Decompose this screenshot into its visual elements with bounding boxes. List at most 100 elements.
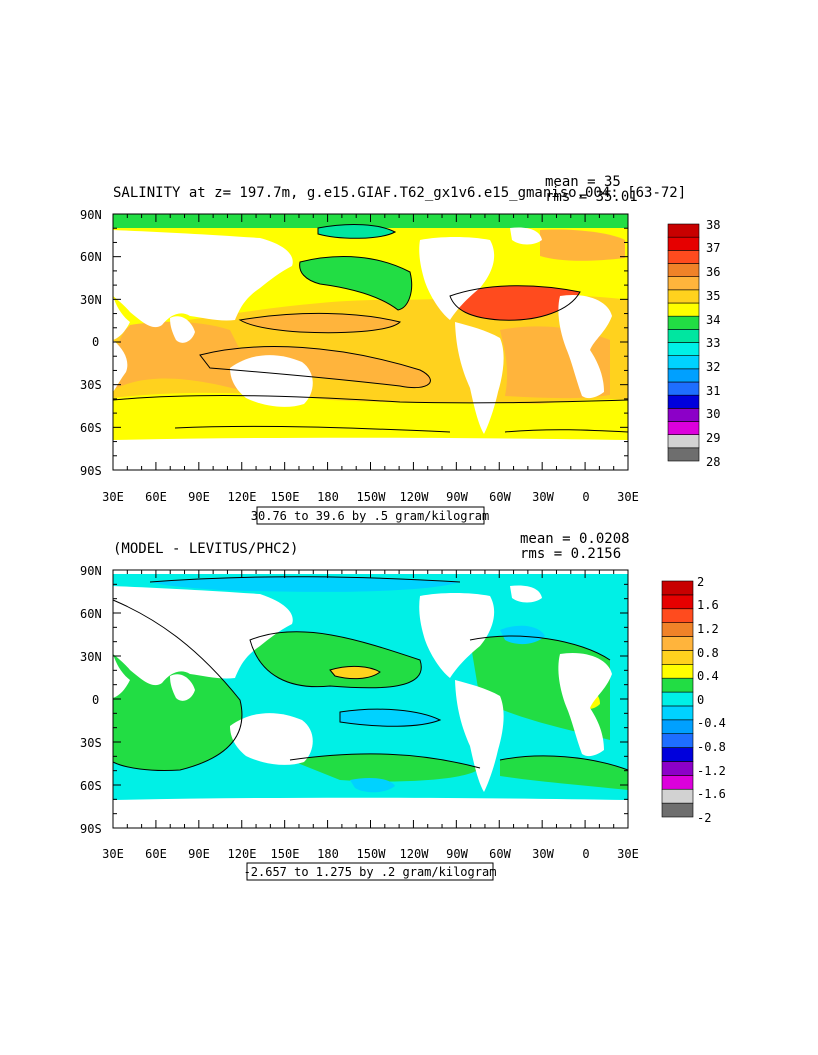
field-36-indian	[113, 321, 270, 400]
lon-label: 120E	[228, 490, 257, 504]
legend-label: 2	[697, 575, 704, 589]
salinity-range-box	[256, 506, 485, 525]
land-greenland	[510, 227, 542, 245]
legend-label: 1.2	[697, 622, 719, 636]
lon-label: 30E	[617, 847, 639, 861]
land-eurasia	[113, 230, 293, 328]
lon-label: 150W	[357, 847, 387, 861]
legend-label: 35	[706, 289, 720, 303]
lon-label: 60W	[489, 490, 511, 504]
lon-label: 30E	[617, 490, 639, 504]
lon-label: 30W	[532, 847, 554, 861]
legend-label: 0	[697, 693, 704, 707]
legend-swatch	[667, 421, 700, 435]
legend-swatch	[661, 663, 694, 679]
legend-label: 38	[706, 218, 720, 232]
legend-label: 31	[706, 384, 720, 398]
lon-label: 120W	[400, 490, 430, 504]
lon-label: 0	[582, 490, 589, 504]
legend-label: 37	[706, 241, 720, 255]
legend-swatch	[661, 608, 694, 623]
legend-swatch	[667, 223, 700, 238]
legend-swatch	[661, 691, 694, 707]
salinity-mean: mean = 35	[545, 174, 621, 190]
lon-label: 30W	[532, 490, 554, 504]
legend-swatch	[667, 447, 700, 462]
difference-mean: mean = 0.0208	[520, 531, 630, 547]
salinity-legend-labels: 38 37 36 35 34 33 32 31 30 29 28	[706, 218, 720, 469]
difference-legend-labels: 2 1.6 1.2 0.8 0.4 0 -0.4 -0.8 -1.2 -1.6 …	[697, 575, 726, 825]
lat-label: 90S	[80, 822, 102, 836]
legend-swatch	[661, 719, 694, 735]
salinity-legend	[667, 223, 700, 462]
land-africa-east	[113, 340, 128, 392]
legend-label: 28	[706, 455, 720, 469]
legend-swatch	[661, 733, 694, 748]
legend-swatch	[667, 368, 700, 383]
difference-lat-labels: 90N 60N 30N 0 30S 60S 90S	[80, 564, 102, 836]
legend-swatch	[667, 315, 700, 330]
legend-swatch	[667, 263, 700, 277]
legend-label: 0.4	[697, 669, 719, 683]
contour-lines	[112, 224, 629, 433]
difference-lon-labels: 30E 60E 90E 120E 150E 180 150W 120W 90W …	[102, 847, 639, 861]
legend-swatch	[661, 761, 694, 776]
legend-label: -1.2	[697, 764, 726, 778]
lon-label: 180	[317, 490, 339, 504]
land-antarctica	[113, 437, 628, 470]
legend-swatch	[661, 636, 694, 651]
lon-label: 60W	[489, 847, 511, 861]
salinity-lat-labels: 90N 60N 30N 0 30S 60S 90S	[80, 208, 102, 478]
lat-label: 30S	[80, 736, 102, 750]
difference-title: (MODEL - LEVITUS/PHC2)	[113, 541, 298, 557]
lon-label: 150E	[271, 847, 300, 861]
difference-axis-ticks	[112, 569, 629, 829]
diff-contour-lines	[112, 576, 629, 771]
legend-swatch	[661, 747, 694, 762]
legend-label: 1.6	[697, 598, 719, 612]
legend-swatch	[667, 276, 700, 291]
lat-label: 60N	[80, 250, 102, 264]
legend-label: -1.6	[697, 787, 726, 801]
legend-swatch	[667, 236, 700, 251]
legend-swatch	[667, 381, 700, 396]
salinity-range-label: 30.76 to 39.6 by .5 gram/kilogram	[251, 509, 489, 523]
difference-map	[112, 569, 629, 829]
lon-label: 150W	[357, 490, 387, 504]
lon-label: 0	[582, 847, 589, 861]
legend-swatch	[667, 289, 700, 304]
land-india	[170, 316, 195, 343]
field-36-npacific	[240, 313, 400, 333]
lon-label: 90E	[188, 490, 210, 504]
salinity-rms: rms = 35.01	[545, 189, 638, 205]
land-africa-west	[558, 294, 612, 399]
lat-label: 30N	[80, 293, 102, 307]
legend-label: -0.8	[697, 740, 726, 754]
lon-label: 120W	[400, 847, 430, 861]
lon-label: 120E	[228, 847, 257, 861]
difference-panel: (MODEL - LEVITUS/PHC2) mean = 0.0208 rms…	[80, 531, 726, 881]
lat-label: 60N	[80, 607, 102, 621]
difference-legend	[661, 580, 694, 818]
legend-swatch	[667, 329, 700, 343]
land-south-america	[455, 322, 504, 434]
legend-swatch	[667, 394, 700, 409]
lon-label: 150E	[271, 490, 300, 504]
land-north-america	[419, 237, 495, 320]
difference-rms: rms = 0.2156	[520, 546, 621, 562]
legend-swatch	[661, 775, 694, 790]
field-33-arctic	[318, 224, 395, 239]
difference-range-label: -2.657 to 1.275 by .2 gram/kilogram	[244, 865, 497, 879]
legend-label: -2	[697, 811, 711, 825]
legend-swatch	[667, 342, 700, 356]
legend-swatch	[661, 802, 694, 818]
lat-label: 0	[92, 335, 99, 349]
lat-label: 90N	[80, 208, 102, 222]
legend-label: 32	[706, 360, 720, 374]
legend-swatch	[661, 622, 694, 637]
land-australia	[230, 355, 313, 407]
lat-label: 90N	[80, 564, 102, 578]
legend-swatch	[667, 302, 700, 317]
lat-label: 90S	[80, 464, 102, 478]
